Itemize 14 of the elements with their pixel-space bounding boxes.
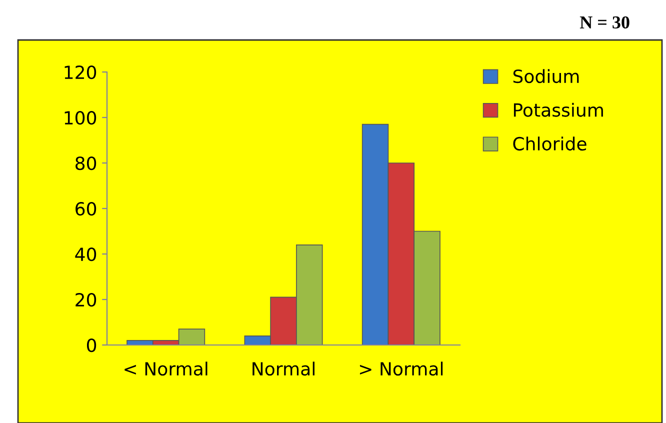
y-tick-label: 60 (76, 202, 96, 216)
y-tick-label: 120 (64, 65, 96, 80)
x-tick-label: Normal (252, 362, 314, 376)
y-tick-label: 20 (76, 292, 96, 307)
y-tick-label: 0 (86, 338, 96, 352)
y-tick-label: 40 (75, 247, 96, 262)
legend-label: Potassium (514, 102, 603, 117)
x-tick-label: < Normal (124, 362, 208, 376)
y-tick-label: 100 (64, 110, 96, 125)
text: N = 30 (580, 16, 630, 29)
x-tick-label: > Normal (360, 362, 443, 376)
legend-label: Sodium (513, 69, 579, 84)
legend-label: Chloride (513, 136, 586, 151)
y-tick-label: 80 (76, 156, 96, 170)
